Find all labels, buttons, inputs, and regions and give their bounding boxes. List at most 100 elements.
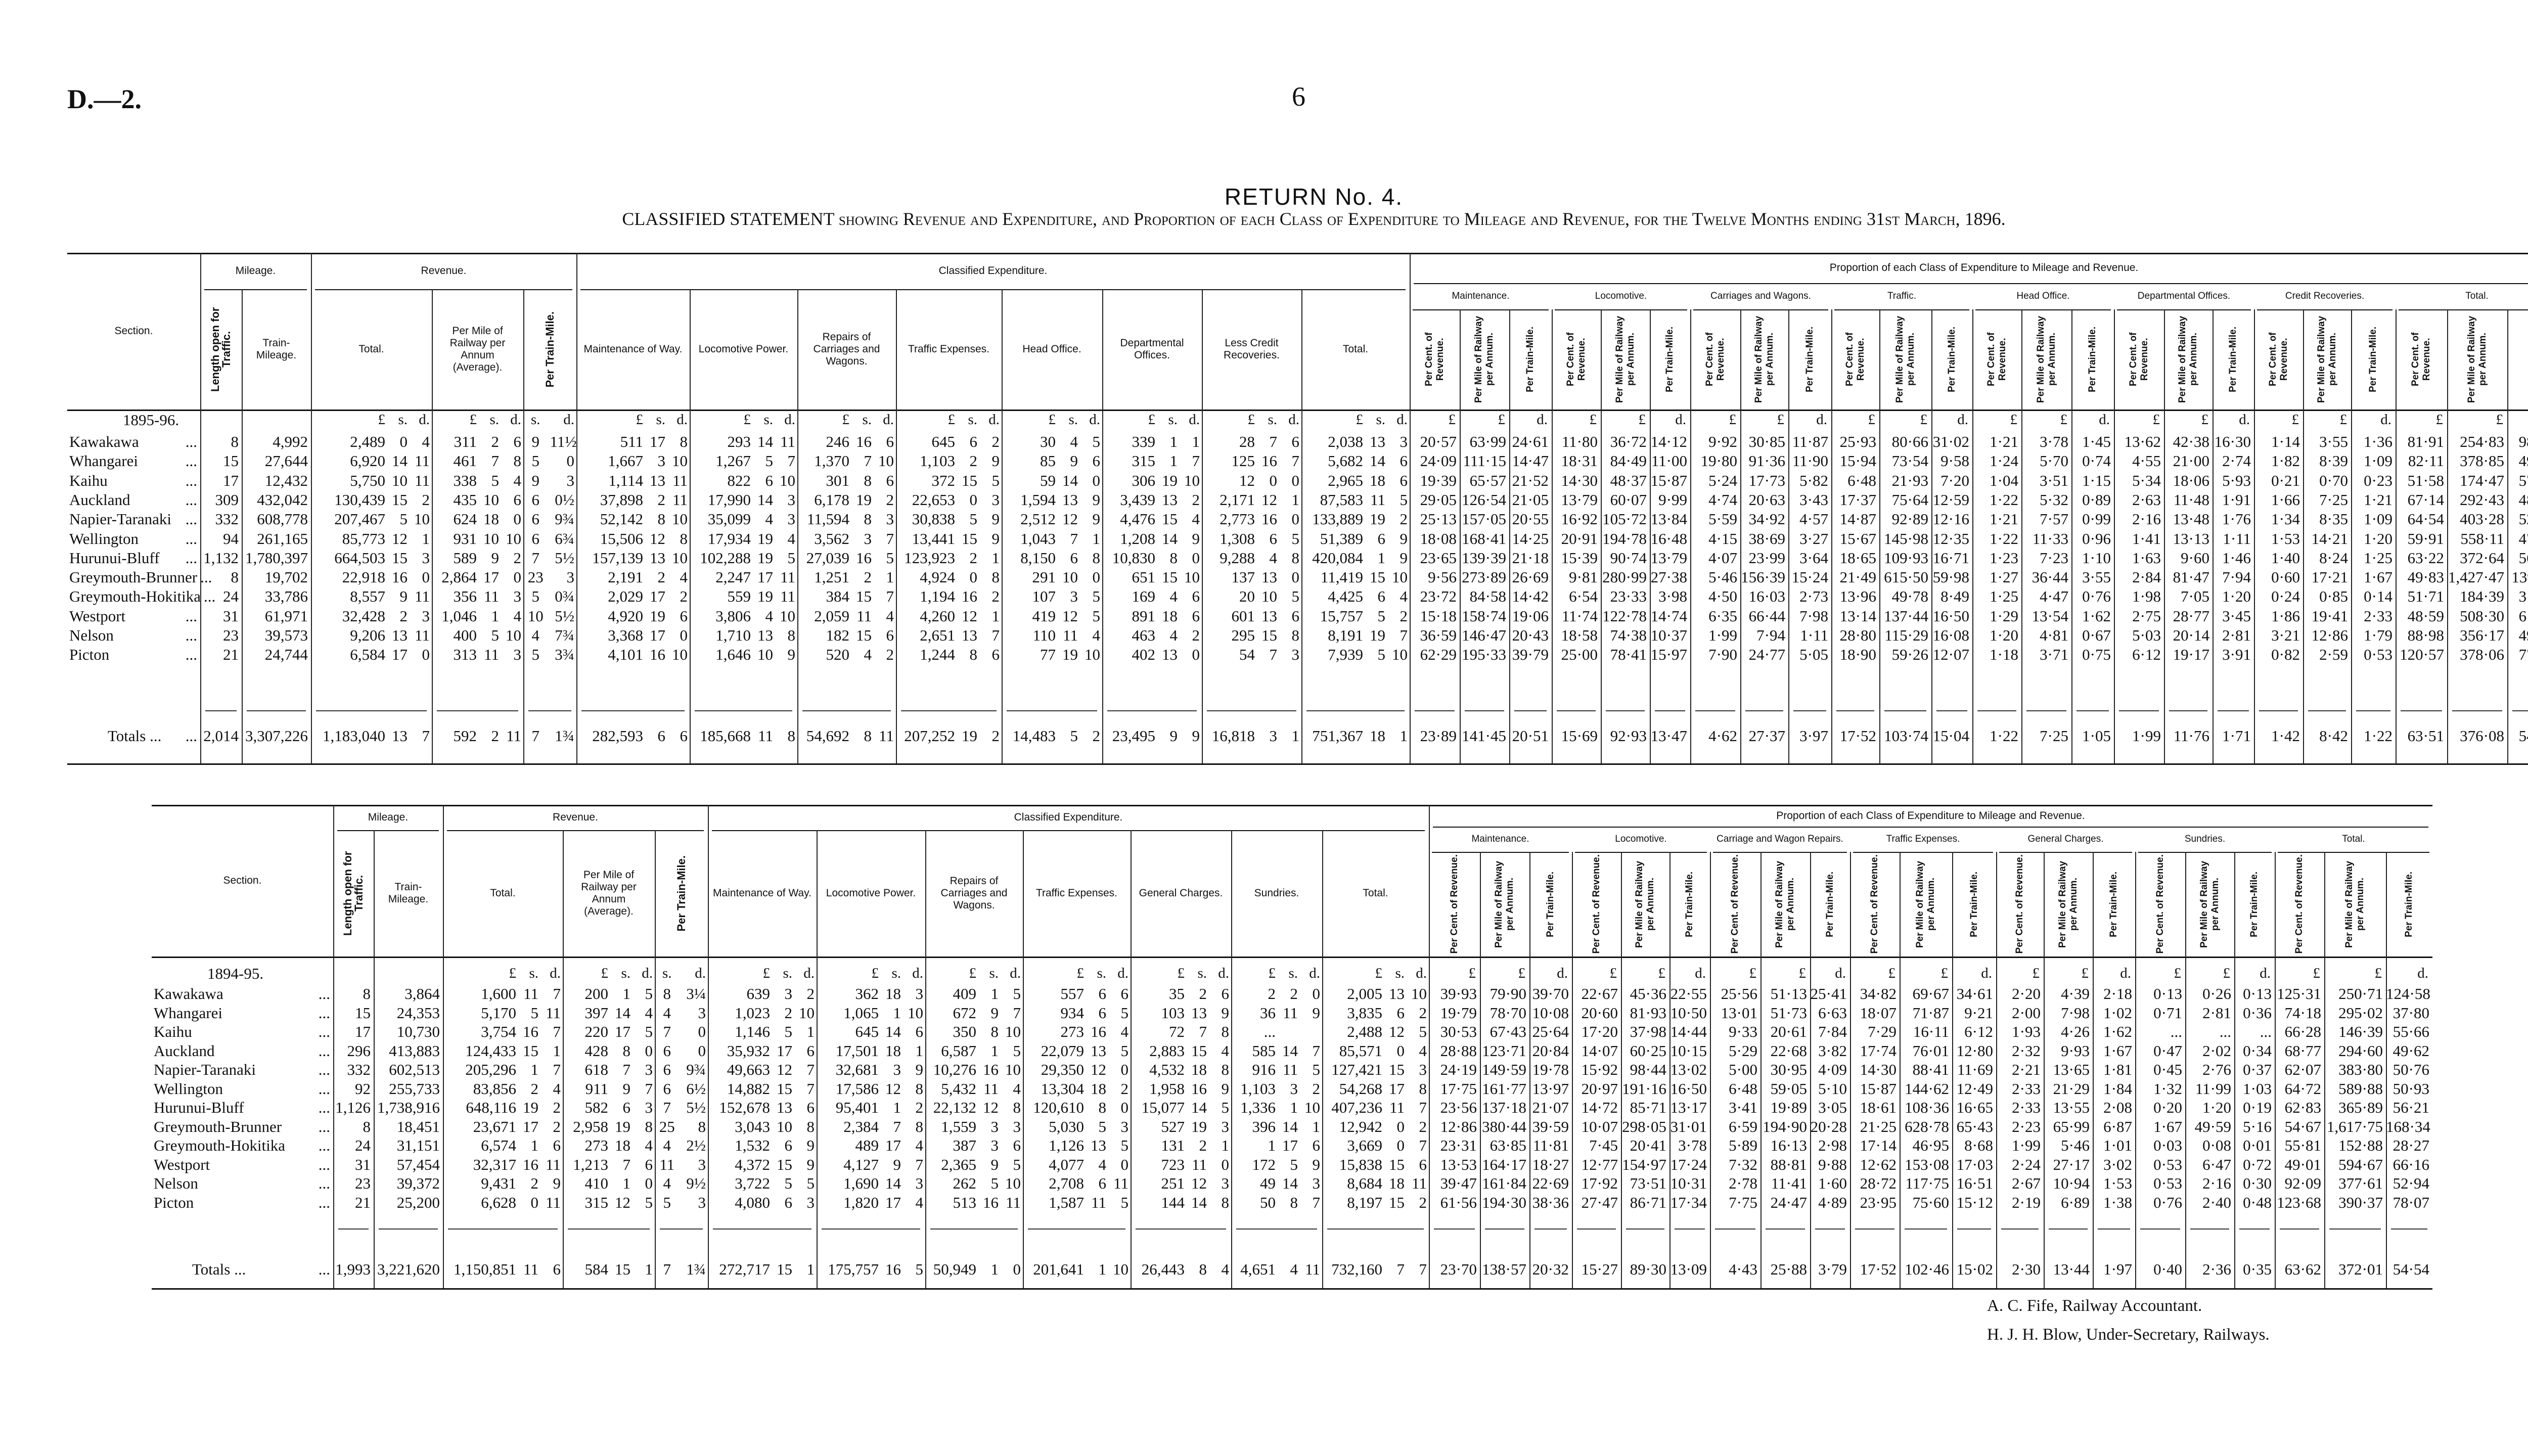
table-cell-shillings: 5 (784, 1174, 793, 1192)
table-cell-pence: 2 (806, 985, 815, 1003)
table-cell: 1·40 (2271, 549, 2300, 567)
table-cell: 34·61 (1956, 985, 1993, 1003)
table-cell-pounds: 2 (1268, 985, 1276, 1003)
table-cell: 5·00 (1729, 1061, 1757, 1078)
totals-rule (1327, 1228, 1424, 1230)
table-cell-pounds: 2,059 (814, 607, 849, 625)
totals-label-label: Totals ... (108, 727, 162, 745)
section-name: Napier-Taranaki... (154, 1060, 330, 1079)
table-cell: 31·02 (1932, 433, 1969, 450)
proportion-group-underline (2138, 852, 2272, 853)
table-cell-pence: 3 (422, 607, 430, 625)
column-group-header: Classified Expenditure. (938, 265, 1048, 277)
table-cell-shillings: 2 (530, 1174, 539, 1192)
table-cell: 38·36 (1532, 1193, 1569, 1211)
table-cell: 0·36 (2243, 1004, 2272, 1022)
totals-cell-shillings: 5 (1070, 727, 1078, 745)
column-rule (1552, 309, 1553, 763)
table-cell-pounds: 220 (584, 1023, 609, 1040)
table-cell-pence: 7 (1312, 1041, 1321, 1060)
unit-label: d. (1835, 965, 1846, 981)
table-cell: 16·92 (1561, 510, 1598, 528)
table-cell-shillings: 16 (856, 433, 872, 450)
table-cell: 4·15 (1708, 529, 1737, 548)
table-cell: 0·45 (2153, 1061, 2182, 1078)
column-rule (1480, 852, 1481, 1288)
table-cell-shillings: 5 (784, 1023, 793, 1040)
table-cell-pounds: 172 (1252, 1155, 1276, 1173)
table-cell: 49·59 (2194, 1117, 2231, 1135)
table-cell-shillings: 2 (784, 1004, 793, 1022)
table-cell: 60·07 (1610, 490, 1647, 509)
unit-label: £ (1448, 412, 1456, 428)
unit-label-shillings: s. (489, 412, 499, 428)
proportion-header: Proportion of each Class of Expenditure … (1776, 809, 2085, 822)
table-cell-shillings: 15 (1389, 1193, 1405, 1211)
table-cell: 1·79 (2364, 626, 2392, 644)
column-header: Locomotive Power. (698, 343, 789, 355)
table-cell-pence: 10 (1304, 1099, 1320, 1116)
table-cell: 2·19 (2012, 1193, 2041, 1211)
unit-label: £ (1777, 412, 1785, 428)
table-cell: 309 (215, 490, 239, 509)
table-cell-shillings: 13 (1062, 490, 1078, 509)
table-cell-pounds: 50 (1260, 1193, 1276, 1211)
proportion-group-underline (2278, 852, 2429, 853)
table-cell: 24 (355, 1136, 371, 1154)
table-cell-pence: 7 (991, 626, 1000, 644)
table-cell-shillings: 6 (663, 1061, 671, 1078)
section-leader: ... (318, 1004, 330, 1022)
proportion-column-header: Per Train-Mile. (2093, 854, 2135, 954)
unit-label-pence: d. (1288, 412, 1299, 428)
table-cell: 10·07 (1581, 1117, 1618, 1135)
table-cell-pounds: 2,247 (715, 568, 751, 586)
table-cell-shillings: 4 (864, 646, 872, 664)
totals-cell: 15·04 (1932, 727, 1969, 745)
table-cell-pence: 10 (799, 1004, 815, 1022)
column-rule (2324, 852, 2325, 1288)
table-cell-pounds: 2,005 (1347, 985, 1382, 1003)
table-cell-pounds: 293 (727, 433, 751, 450)
unit-label-pounds: £ (1356, 412, 1364, 428)
column-header: Total. (1363, 887, 1388, 899)
table-cell: 5·03 (2132, 626, 2161, 644)
table-cell-pence: 9 (806, 1136, 815, 1154)
table-cell-pence: 0 (1120, 1155, 1129, 1173)
table-cell: 2·32 (2012, 1041, 2041, 1060)
table-cell: 123·71 (1482, 1041, 1526, 1060)
table-cell-pounds: 14,882 (727, 1079, 770, 1098)
column-header: Length open for Traffic. (333, 832, 374, 954)
table-cell-pence: 0 (1312, 985, 1321, 1003)
unit-label: d. (2099, 412, 2110, 428)
table-cell-pounds: 1,126 (1049, 1136, 1084, 1154)
table-cell: 365·89 (2338, 1099, 2383, 1116)
table-cell-pounds: 372 (931, 471, 956, 489)
table-cell-pence: 0 (1092, 568, 1101, 586)
table-cell-pounds: 291 (1032, 568, 1056, 586)
table-cell-pounds: 1,594 (1020, 490, 1056, 509)
table-cell-shillings: 18 (1091, 1079, 1106, 1098)
table-cell: 0·21 (2271, 471, 2300, 489)
table-cell: 74·18 (2284, 1004, 2321, 1022)
table-cell: 1·53 (2271, 529, 2300, 548)
totals-cell: 1·42 (2271, 727, 2300, 745)
table-cell: 5·82 (1799, 471, 1828, 489)
table-cell: 1·22 (1990, 490, 2018, 509)
column-rule (2213, 309, 2214, 763)
table-cell: 1·09 (2364, 452, 2392, 470)
totals-cell-shillings: 2 (491, 727, 500, 745)
table-cell-shillings: 13 (1261, 607, 1277, 625)
unit-label: £ (2032, 965, 2040, 981)
table-cell-pounds: 3,439 (1120, 490, 1155, 509)
table-cell: 111·15 (1463, 452, 1506, 470)
totals-cell: 1·99 (2132, 727, 2161, 745)
table-cell: 9·88 (1818, 1155, 1847, 1173)
table-cell: 1·63 (2132, 549, 2161, 567)
table-cell: 66·28 (2284, 1023, 2321, 1040)
table-cell-pence: 7 (1400, 626, 1408, 644)
table-cell-pounds: 1,532 (735, 1136, 770, 1154)
table-cell-pounds: 2,708 (1049, 1174, 1084, 1192)
table-cell-shillings: 9 (990, 1004, 999, 1022)
proportion-column-header: Per Train-Mile. (2213, 311, 2254, 407)
column-group-header: Revenue. (421, 265, 467, 277)
